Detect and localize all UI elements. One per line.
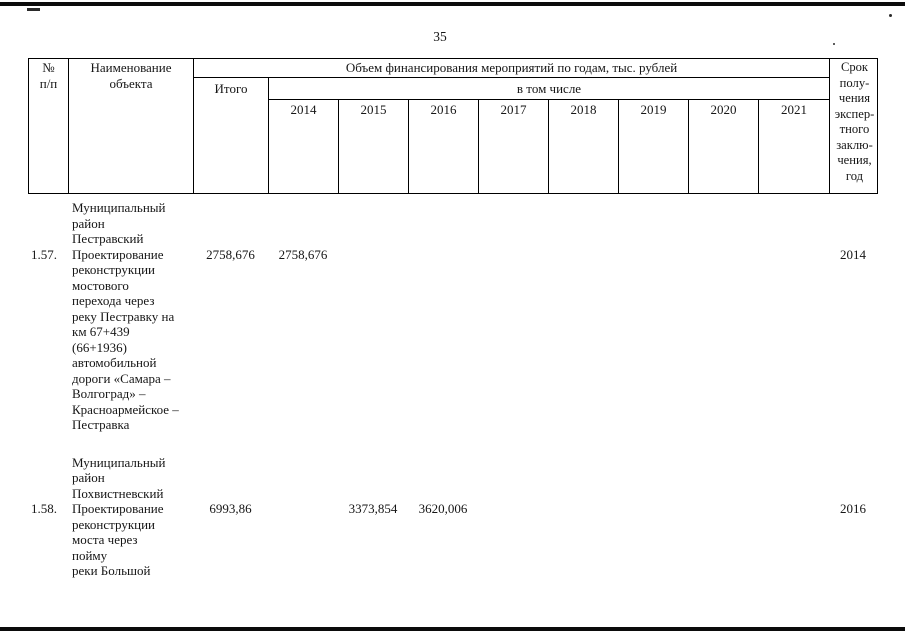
value-2021: [758, 247, 828, 433]
table-header: № п/п Наименование объекта Объем финанси…: [28, 58, 878, 194]
row-number: 1.57.: [31, 246, 57, 262]
header-cell-year-2017: 2017: [479, 100, 549, 193]
total-value: 2758,676: [206, 246, 255, 262]
scan-artifact: [889, 14, 892, 17]
header-cell-year-2020: 2020: [689, 100, 759, 193]
value-2020: [688, 501, 758, 579]
value-2019: [618, 247, 688, 433]
bottom-border-line: [0, 627, 905, 631]
value-2014: [268, 501, 338, 579]
value-2017: [478, 501, 548, 579]
top-border-line: [0, 2, 905, 6]
value-2016: 3620,006: [418, 501, 468, 516]
value-2016: [408, 247, 478, 433]
financing-table: № п/п Наименование объекта Объем финанси…: [28, 58, 878, 579]
row-number: 1.58.: [31, 501, 57, 516]
header-cell-total: Итого: [194, 78, 269, 193]
value-2021: [758, 501, 828, 579]
total-value: 6993,86: [209, 501, 252, 516]
header-cell-year-2019: 2019: [619, 100, 689, 193]
value-2019: [618, 501, 688, 579]
scan-artifact: [27, 8, 40, 11]
table-row: Муниципальный район Пестравский 1.57. Пр…: [28, 200, 878, 433]
header-cell-financing: Объем финансирования мероприятий по года…: [194, 59, 829, 78]
value-2014: 2758,676: [278, 246, 328, 262]
header-cell-object-name: Наименование объекта: [69, 59, 194, 193]
value-2017: [478, 247, 548, 433]
header-cell-num: № п/п: [29, 59, 69, 193]
value-2020: [688, 247, 758, 433]
district-label: Муниципальный район Пестравский: [72, 200, 166, 246]
header-cell-year-2014: 2014: [269, 100, 339, 193]
table-body: Муниципальный район Пестравский 1.57. Пр…: [28, 200, 878, 579]
object-name: Проектирование реконструкции моста через…: [72, 501, 164, 578]
district-label: Муниципальный район Похвистневский: [72, 454, 166, 501]
table-row: Муниципальный район Похвистневский 1.58.…: [28, 455, 878, 579]
header-cell-year-2016: 2016: [409, 100, 479, 193]
object-name: Проектирование реконструкции мостового п…: [72, 246, 179, 433]
header-cell-including: в том числе: [269, 78, 829, 100]
value-2018: [548, 247, 618, 433]
value-2015: 3373,854: [348, 501, 398, 516]
header-cell-year-2018: 2018: [549, 100, 619, 193]
page-number: 35: [433, 29, 447, 44]
term-value: 2014: [840, 246, 866, 262]
header-cell-term: Срок полу- чения экспер- тного заклю- че…: [829, 59, 879, 193]
header-cell-year-2021: 2021: [781, 102, 807, 117]
term-value: 2016: [840, 501, 866, 516]
scan-artifact: [833, 43, 835, 45]
value-2015: [338, 247, 408, 433]
value-2018: [548, 501, 618, 579]
header-cell-year-2015: 2015: [339, 100, 409, 193]
